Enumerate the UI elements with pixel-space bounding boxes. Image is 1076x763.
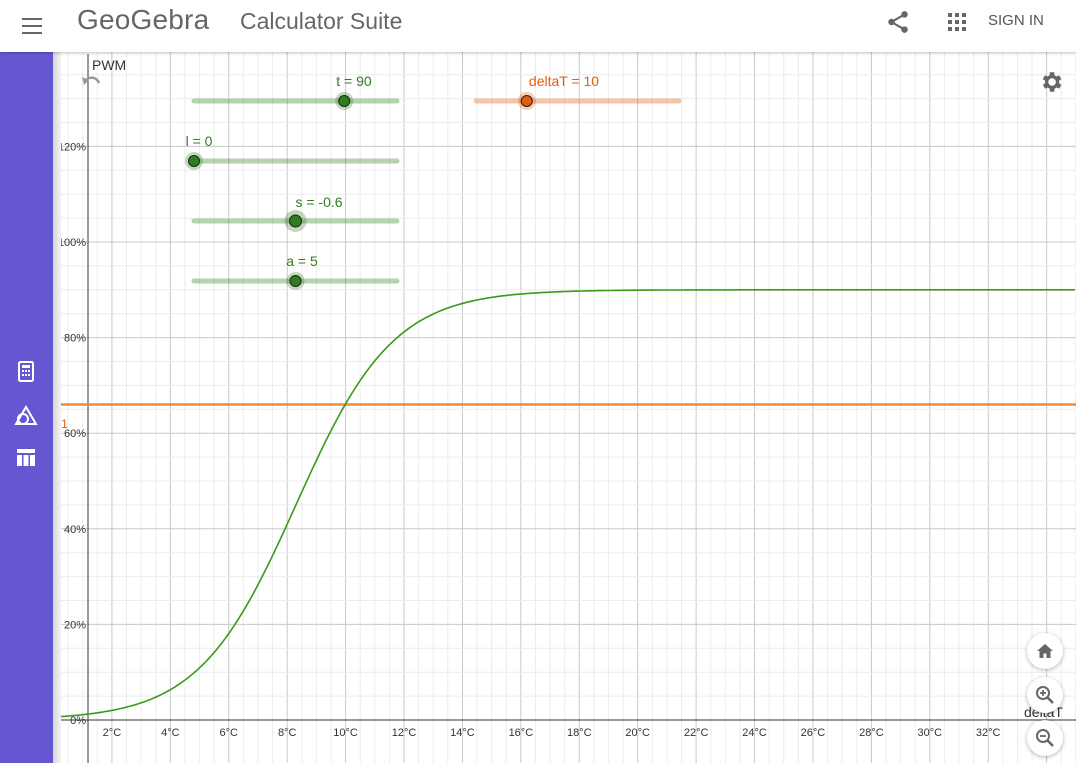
home-icon <box>1037 644 1053 658</box>
sliders[interactable]: t = 90 deltaT = 10 l = 0 s = -0.6 a = 5 <box>185 73 682 290</box>
x-tick-label: 22°C <box>684 727 709 739</box>
slider-knob[interactable] <box>289 214 302 228</box>
table-icon <box>17 449 35 466</box>
y-tick-label: 40% <box>64 524 86 536</box>
x-tick-label: 18°C <box>567 727 592 739</box>
y-tick-label: 20% <box>64 619 86 631</box>
function-curve[interactable] <box>52 289 1075 718</box>
apps-button[interactable] <box>945 10 969 34</box>
y-tick-label: 0% <box>70 715 86 727</box>
x-tick-label: 20°C <box>625 727 650 739</box>
app-header: GeoGebra Calculator Suite SIGN IN <box>0 0 1076 52</box>
slider-knob[interactable] <box>338 95 351 107</box>
menu-icon <box>22 18 42 20</box>
x-tick-label: 12°C <box>392 727 417 739</box>
slider[interactable]: s = -0.6 <box>191 194 400 232</box>
slider-label: a = 5 <box>286 253 318 269</box>
share-button[interactable] <box>885 9 911 35</box>
zoom-in-button[interactable] <box>1027 677 1063 713</box>
slider-label: l = 0 <box>186 133 213 149</box>
slider-knob[interactable] <box>188 155 200 167</box>
slider-knob[interactable] <box>289 275 302 287</box>
grid-lines <box>53 52 1076 763</box>
app-title: Calculator Suite <box>240 8 403 34</box>
tick-labels: 0% 20% 40% 60% 80% 100% 120% 2°C 4°C 6°C 8°C 10°C 12… <box>58 141 1001 739</box>
gear-icon <box>1042 72 1062 92</box>
y-tick-label: 100% <box>58 237 86 249</box>
x-tick-label: 16°C <box>509 727 534 739</box>
x-tick-label: 30°C <box>918 727 943 739</box>
calculator-icon <box>18 361 34 382</box>
x-tick-label: 24°C <box>742 727 767 739</box>
y-axis-label: PWM <box>92 57 126 73</box>
settings-button[interactable] <box>1038 69 1064 95</box>
share-icon <box>888 11 908 33</box>
sidebar-item-calculator[interactable] <box>13 360 39 384</box>
slider-label: deltaT = 10 <box>529 73 599 89</box>
x-tick-label: 4°C <box>161 727 180 739</box>
apps-grid-icon <box>948 13 966 31</box>
zoom-in-icon <box>1036 686 1054 704</box>
x-tick-label: 6°C <box>220 727 239 739</box>
sidebar-edge <box>53 52 61 763</box>
y-tick-label: 60% <box>64 428 86 440</box>
geometry-icon <box>14 405 38 425</box>
x-tick-label: 14°C <box>450 727 475 739</box>
slider-label: s = -0.6 <box>295 194 342 210</box>
geogebra-logo: GeoGebra <box>77 4 210 35</box>
x-tick-label: 28°C <box>859 727 884 739</box>
slider[interactable]: t = 90 <box>191 73 400 110</box>
x-tick-label: 26°C <box>801 727 826 739</box>
zoom-out-icon <box>1036 729 1054 747</box>
undo-icon <box>82 76 101 85</box>
sidebar <box>0 52 53 763</box>
zoom-out-button[interactable] <box>1027 720 1063 756</box>
slider[interactable]: deltaT = 10 <box>473 73 682 110</box>
x-tick-label: 32°C <box>976 727 1001 739</box>
x-tick-label: 8°C <box>278 727 297 739</box>
axes <box>53 54 1076 763</box>
undo-button[interactable] <box>80 72 102 92</box>
x-tick-label: 2°C <box>103 727 122 739</box>
slider-label: t = 90 <box>336 73 372 89</box>
y-tick-label: 80% <box>64 333 86 345</box>
sidebar-item-table[interactable] <box>13 446 39 470</box>
slider[interactable]: a = 5 <box>191 253 400 290</box>
home-button[interactable] <box>1027 633 1063 669</box>
x-tick-label: 10°C <box>333 727 358 739</box>
sign-in-button[interactable]: SIGN IN <box>988 12 1044 29</box>
y-tick-label: 120% <box>58 141 86 153</box>
menu-button[interactable] <box>22 13 44 37</box>
sidebar-item-geometry[interactable] <box>13 404 39 428</box>
slider-knob[interactable] <box>520 95 533 107</box>
slider[interactable]: l = 0 <box>185 133 400 170</box>
